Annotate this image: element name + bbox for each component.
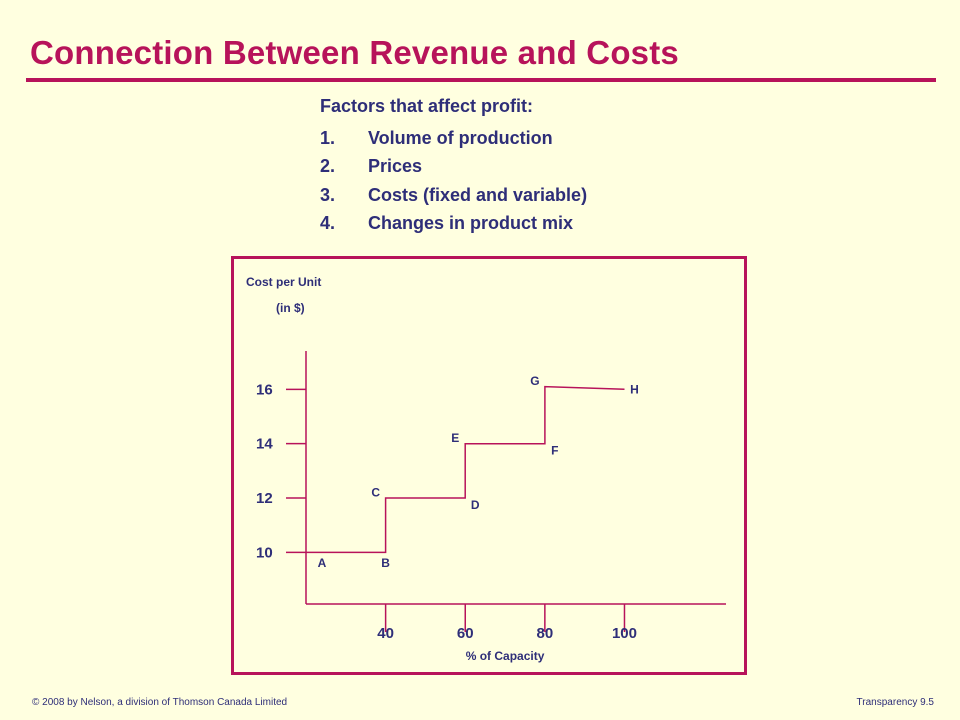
page-title: Connection Between Revenue and Costs bbox=[30, 34, 679, 71]
point-label-h: H bbox=[630, 382, 639, 396]
point-label-e: E bbox=[451, 431, 459, 445]
factor-text: Volume of production bbox=[368, 127, 553, 148]
factors-heading: Factors that affect profit: bbox=[320, 96, 534, 116]
factors-list: Factors that affect profit: 1. Volume of… bbox=[320, 96, 587, 238]
point-label-b: B bbox=[381, 556, 390, 570]
x-tick-label: 60 bbox=[457, 625, 474, 642]
cost-step-line bbox=[306, 385, 625, 554]
factor-number: 3. bbox=[320, 184, 336, 205]
factor-item: 2. Prices bbox=[320, 153, 587, 182]
factor-text: Costs (fixed and variable) bbox=[368, 184, 588, 205]
x-tick-label: 80 bbox=[537, 625, 554, 642]
factor-number: 4. bbox=[320, 213, 336, 234]
factor-text: Changes in product mix bbox=[368, 213, 574, 234]
copyright-footer: © 2008 by Nelson, a division of Thomson … bbox=[32, 697, 288, 708]
factor-item: 3. Costs (fixed and variable) bbox=[320, 181, 587, 210]
point-label-f: F bbox=[551, 443, 558, 457]
y-tick-label: 10 bbox=[256, 544, 273, 561]
y-axis-label-unit: (in $) bbox=[276, 301, 305, 315]
point-label-g: G bbox=[530, 374, 539, 388]
y-tick-label: 14 bbox=[256, 436, 273, 453]
y-tick-label: 16 bbox=[256, 381, 273, 398]
point-label-d: D bbox=[471, 498, 480, 512]
y-axis-label: Cost per Unit bbox=[246, 275, 321, 289]
factor-item: 4. Changes in product mix bbox=[320, 210, 587, 239]
title-divider bbox=[26, 78, 936, 82]
factor-number: 2. bbox=[320, 156, 336, 177]
point-label-a: A bbox=[318, 556, 327, 570]
factor-text: Prices bbox=[368, 156, 423, 177]
factor-number: 1. bbox=[320, 127, 336, 148]
factor-item: 1. Volume of production bbox=[320, 124, 587, 153]
step-chart: Cost per Unit (in $) 10 12 14 16 40 60 80 100 % of… bbox=[246, 275, 726, 663]
x-tick-label: 40 bbox=[377, 625, 394, 642]
x-axis-label: % of Capacity bbox=[466, 649, 545, 663]
chart-frame: Cost per Unit (in $) 10 12 14 16 40 60 80 100 % of… bbox=[231, 256, 747, 675]
point-label-c: C bbox=[371, 486, 380, 500]
x-tick-label: 100 bbox=[612, 625, 637, 642]
transparency-number: Transparency 9.5 bbox=[856, 697, 934, 708]
y-tick-label: 12 bbox=[256, 490, 273, 507]
